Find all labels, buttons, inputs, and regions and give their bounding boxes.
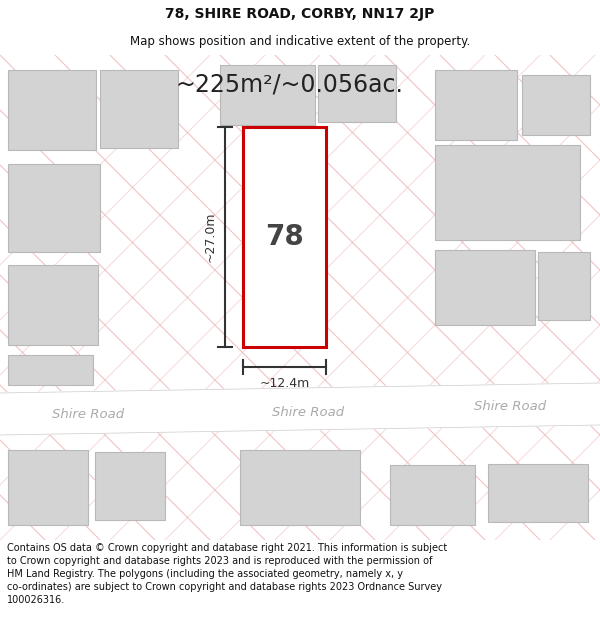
- Text: Shire Road: Shire Road: [52, 409, 124, 421]
- Bar: [243, 127, 326, 347]
- Bar: [220, 65, 315, 125]
- Bar: [488, 464, 588, 522]
- Text: Contains OS data © Crown copyright and database right 2021. This information is : Contains OS data © Crown copyright and d…: [7, 542, 448, 606]
- Text: ~12.4m: ~12.4m: [259, 377, 310, 390]
- Bar: [522, 75, 590, 135]
- Bar: [435, 250, 535, 325]
- Bar: [240, 450, 360, 525]
- Polygon shape: [0, 383, 600, 435]
- Bar: [95, 452, 165, 520]
- Text: Shire Road: Shire Road: [474, 401, 546, 414]
- Text: 78, SHIRE ROAD, CORBY, NN17 2JP: 78, SHIRE ROAD, CORBY, NN17 2JP: [166, 7, 434, 21]
- Text: ~27.0m: ~27.0m: [204, 212, 217, 262]
- Text: 78: 78: [265, 223, 304, 251]
- Bar: [8, 355, 93, 385]
- Bar: [8, 70, 96, 150]
- Bar: [8, 450, 88, 525]
- Bar: [8, 265, 98, 345]
- Bar: [100, 70, 178, 148]
- Text: ~225m²/~0.056ac.: ~225m²/~0.056ac.: [176, 73, 403, 97]
- Bar: [318, 65, 396, 122]
- Bar: [390, 465, 475, 525]
- Bar: [8, 164, 100, 252]
- Bar: [435, 145, 580, 240]
- Text: Map shows position and indicative extent of the property.: Map shows position and indicative extent…: [130, 35, 470, 48]
- Bar: [538, 252, 590, 320]
- Text: Shire Road: Shire Road: [272, 406, 344, 419]
- Bar: [435, 70, 517, 140]
